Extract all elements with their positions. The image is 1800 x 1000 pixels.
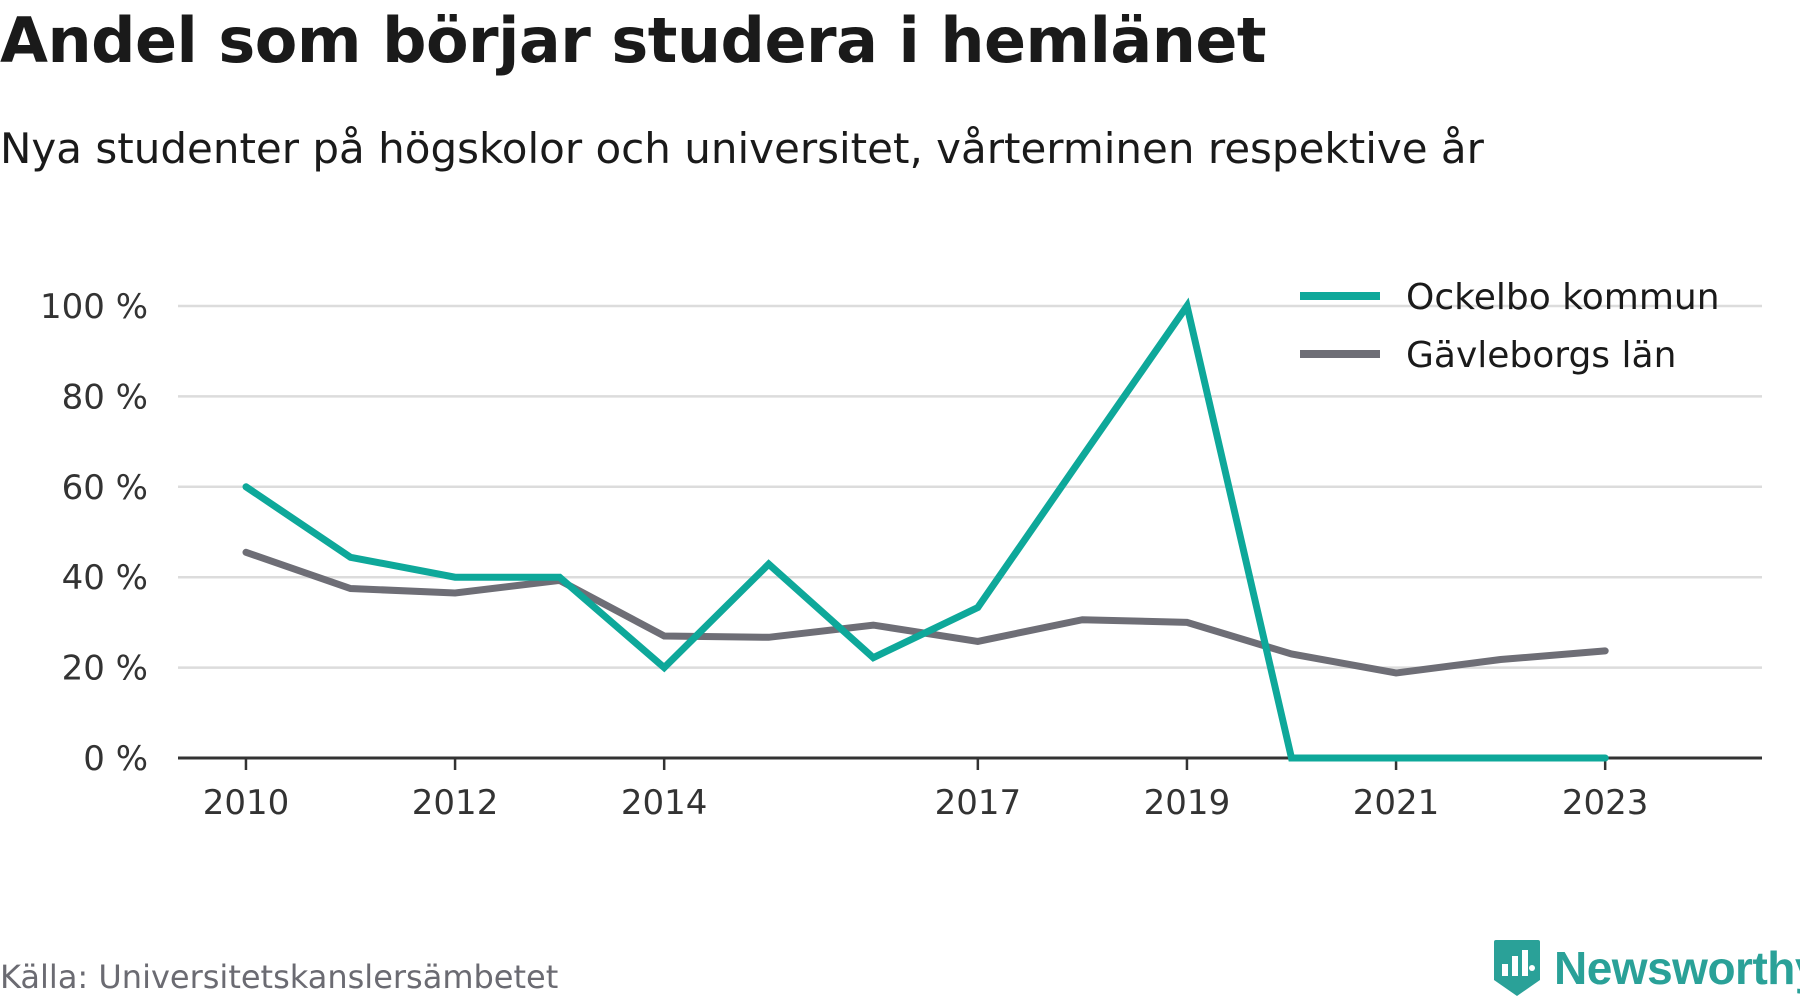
axes: 0 % 20 % 40 % 60 % 80 % 100 % 2010 2012 2014 2017… xyxy=(40,287,1762,823)
chart-subtitle: Nya studenter på högskolor och universit… xyxy=(0,124,1484,173)
series-lines xyxy=(242,297,1609,762)
newsworthy-logo-icon xyxy=(1494,940,1540,996)
legend: Ockelbo kommun Gävleborgs län xyxy=(1300,277,1720,376)
x-tick-label: 2014 xyxy=(621,783,708,823)
series-line-ockelbo xyxy=(242,297,1609,762)
series-line-gavleborg xyxy=(242,548,1609,677)
y-tick-label: 20 % xyxy=(62,649,148,689)
y-tick-label: 40 % xyxy=(62,558,148,598)
source-note: Källa: Universitetskanslersämbetet xyxy=(0,958,559,996)
x-tick-label: 2017 xyxy=(935,783,1022,823)
legend-label-gavleborg: Gävleborgs län xyxy=(1406,335,1676,376)
x-tick-label: 2019 xyxy=(1144,783,1231,823)
chart-title: Andel som börjar studera i hemlänet xyxy=(0,4,1267,77)
y-tick-label: 100 % xyxy=(40,287,148,327)
x-tick-label: 2021 xyxy=(1353,783,1440,823)
legend-label-ockelbo: Ockelbo kommun xyxy=(1406,277,1720,318)
y-tick-label: 0 % xyxy=(83,739,148,779)
x-tick-label: 2023 xyxy=(1562,783,1649,823)
y-tick-label: 80 % xyxy=(62,377,148,417)
newsworthy-logo-text: Newsworthy xyxy=(1554,942,1800,994)
y-tick-label: 60 % xyxy=(62,468,148,508)
newsworthy-logo: Newsworthy xyxy=(1492,938,1800,998)
grid-lines xyxy=(178,304,1762,669)
x-tick-label: 2012 xyxy=(412,783,499,823)
x-tick-label: 2010 xyxy=(203,783,290,823)
